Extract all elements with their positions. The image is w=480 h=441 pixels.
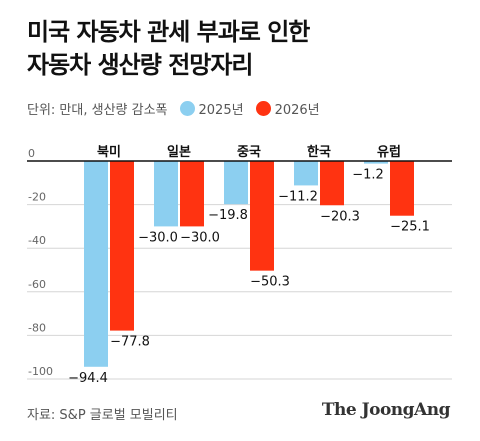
data-label: −30.0 xyxy=(138,230,178,245)
chart-title: 미국 자동차 관세 부과로 인한 자동차 생산량 전망자리 xyxy=(27,16,310,82)
data-label: −25.1 xyxy=(390,220,430,235)
bar-2026 xyxy=(250,161,274,271)
y-tick-label: -40 xyxy=(28,234,46,247)
bar-2025 xyxy=(294,161,318,186)
bar-2025 xyxy=(224,161,248,205)
brand-logo: The JoongAng xyxy=(321,400,451,420)
bar-2025 xyxy=(154,161,178,227)
bar-2026 xyxy=(180,161,204,227)
unit-and-legend: 단위: 만대, 생산량 감소폭 2025년 2026년 xyxy=(27,98,320,118)
y-tick-label: 0 xyxy=(28,147,35,160)
category-label: 한국 xyxy=(307,144,331,160)
bar-2026 xyxy=(110,161,134,331)
legend-swatch-2025 xyxy=(179,100,195,116)
unit-label: 단위: 만대, 생산량 감소폭 xyxy=(27,102,168,118)
y-tick-label: -60 xyxy=(28,278,46,291)
legend-label-2025: 2025년 xyxy=(198,102,244,118)
data-label: −77.8 xyxy=(110,335,150,350)
data-label: −11.2 xyxy=(278,189,318,204)
data-label: −19.8 xyxy=(208,208,248,223)
y-tick-label: -20 xyxy=(28,191,46,204)
legend-item-2025: 2025년 xyxy=(179,99,244,118)
category-label: 북미 xyxy=(97,144,121,160)
legend-swatch-2026 xyxy=(255,100,271,116)
legend-item-2026: 2026년 xyxy=(255,99,320,118)
chart-title-line-2: 자동차 생산량 전망자리 xyxy=(27,51,254,79)
category-label: 유럽 xyxy=(377,145,401,160)
category-label: 일본 xyxy=(167,145,191,160)
chart-title-line-1: 미국 자동차 관세 부과로 인한 xyxy=(27,18,310,46)
bar-2026 xyxy=(390,161,414,216)
data-label: −94.4 xyxy=(68,371,108,386)
data-label: −50.3 xyxy=(250,275,290,290)
category-label: 중국 xyxy=(237,145,261,160)
bar-2026 xyxy=(320,161,344,206)
y-tick-label: -100 xyxy=(28,365,53,378)
bar-2025 xyxy=(364,161,388,164)
data-label: −20.3 xyxy=(320,209,360,224)
source-note: 자료: S&P 글로벌 모빌리티 xyxy=(27,408,178,423)
data-label: −30.0 xyxy=(180,230,220,245)
bar-2025 xyxy=(84,161,108,367)
data-label: −1.2 xyxy=(352,168,384,183)
legend-label-2026: 2026년 xyxy=(274,102,320,118)
y-tick-label: -80 xyxy=(28,321,46,334)
